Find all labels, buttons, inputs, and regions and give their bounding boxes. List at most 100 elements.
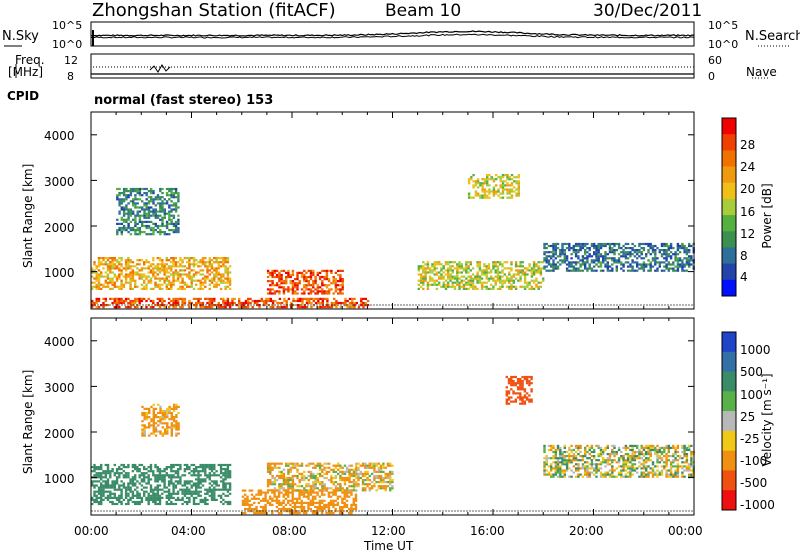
velocity-cell — [327, 501, 331, 504]
power-cell — [597, 259, 600, 262]
velocity-cell — [197, 466, 200, 469]
power-cell — [563, 261, 566, 264]
power-cell — [136, 233, 139, 236]
power-cell — [278, 284, 281, 287]
power-cell — [490, 190, 493, 193]
power-cell — [152, 198, 155, 201]
velocity-cell — [165, 490, 168, 493]
power-cell — [528, 263, 531, 266]
velocity-cell — [152, 416, 155, 419]
power-cell — [685, 253, 689, 256]
power-cell — [678, 257, 682, 260]
power-cell — [608, 269, 612, 272]
velocity-cell — [143, 468, 146, 471]
velocity-ytick-3000: 3000 — [44, 381, 75, 395]
velocity-cell — [302, 501, 306, 504]
power-cell — [312, 284, 315, 287]
power-cell — [199, 259, 202, 262]
power-cell — [132, 200, 135, 203]
power-cell — [590, 242, 594, 246]
velocity-cell — [316, 501, 319, 504]
velocity-cell — [244, 503, 247, 506]
velocity-cell — [620, 475, 623, 478]
velocity-cell — [629, 475, 632, 478]
velocity-cell — [348, 491, 351, 494]
power-cell — [120, 208, 123, 211]
power-cell — [532, 281, 536, 284]
power-cell — [118, 261, 121, 264]
velocity-cell — [563, 463, 566, 466]
power-cell — [204, 285, 207, 288]
power-cell — [161, 220, 164, 223]
power-cell — [523, 267, 527, 270]
power-cell — [308, 299, 311, 303]
power-cell — [213, 257, 216, 260]
power-cell — [521, 271, 524, 274]
power-cell — [104, 297, 107, 300]
power-cell — [136, 306, 139, 309]
velocity-cell — [294, 466, 297, 469]
power-cell — [339, 278, 342, 281]
power-cell — [132, 218, 135, 221]
power-cell — [672, 253, 675, 256]
power-cell — [289, 273, 292, 277]
power-cell — [496, 277, 500, 280]
velocity-cell — [505, 398, 508, 401]
power-cell — [208, 259, 211, 262]
velocity-cell — [302, 512, 306, 515]
power-cell — [517, 184, 520, 187]
power-cell — [174, 222, 178, 225]
velocity-cell — [656, 469, 659, 472]
velocity-cell — [174, 492, 178, 495]
power-cell — [570, 265, 573, 268]
velocity-cell — [172, 403, 176, 406]
power-cell — [325, 275, 329, 279]
power-cell — [672, 269, 675, 272]
power-cell — [312, 286, 315, 289]
power-cell — [287, 271, 290, 274]
velocity-cell — [106, 494, 110, 497]
power-cell — [122, 226, 126, 230]
velocity-cell — [278, 474, 281, 478]
power-cell — [100, 283, 103, 286]
velocity-cell — [199, 480, 202, 483]
power-cell — [581, 255, 585, 258]
power-cell — [542, 267, 545, 270]
velocity-cell — [273, 479, 277, 482]
power-cell — [559, 263, 562, 266]
power-cell — [165, 283, 168, 286]
velocity-cell — [174, 470, 178, 473]
power-cell — [488, 188, 491, 191]
power-cell — [683, 263, 686, 266]
velocity-cell — [364, 472, 367, 475]
velocity-cell — [277, 499, 281, 502]
power-cell — [116, 187, 119, 191]
velocity-cell — [91, 484, 94, 487]
velocity-cell — [147, 478, 150, 481]
velocity-cell — [375, 474, 378, 478]
power-cell — [458, 283, 461, 286]
velocity-cell — [147, 502, 150, 506]
velocity-cell — [642, 467, 646, 470]
velocity-cell — [586, 467, 589, 470]
power-cell — [172, 301, 175, 305]
power-cell — [258, 299, 261, 303]
velocity-cell — [131, 482, 135, 485]
power-cell — [199, 297, 202, 300]
power-cell — [510, 283, 513, 286]
velocity-cell — [228, 488, 232, 491]
power-cell — [186, 285, 189, 288]
power-cell — [501, 176, 505, 179]
velocity-cell — [329, 512, 333, 515]
velocity-cell — [156, 492, 159, 495]
velocity-cell — [638, 450, 641, 454]
power-cell — [690, 263, 693, 266]
velocity-cell — [337, 468, 340, 471]
velocity-cell — [352, 489, 356, 492]
velocity-cell — [330, 468, 333, 471]
power-cell — [179, 297, 182, 300]
power-cell — [556, 265, 560, 268]
velocity-cell — [152, 411, 155, 415]
velocity-cell — [373, 485, 376, 488]
